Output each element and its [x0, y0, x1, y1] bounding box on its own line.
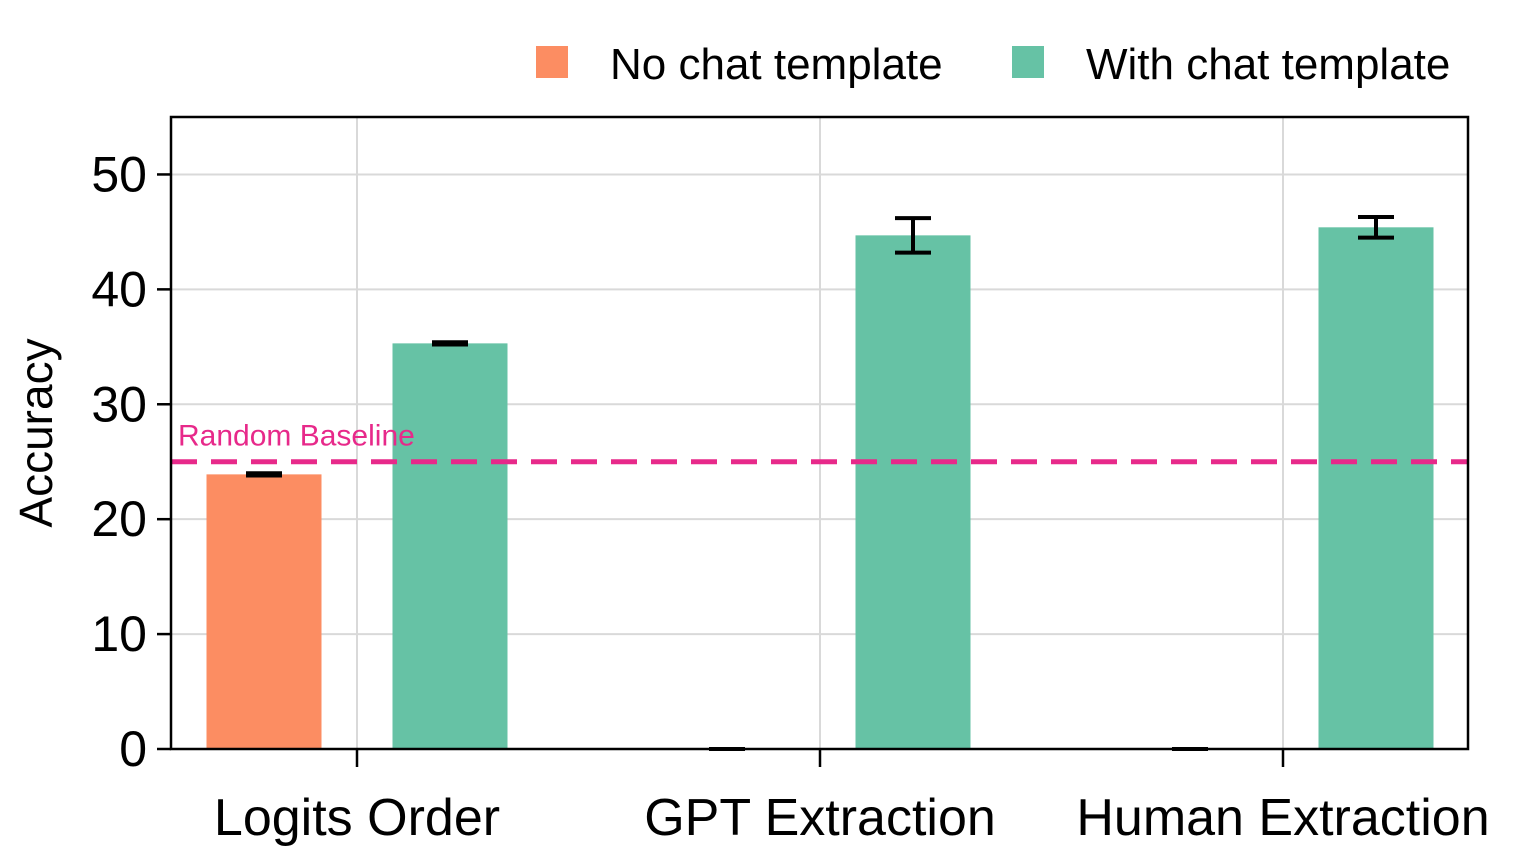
x-axis: Logits Order GPT Extraction Human Extracti… [214, 749, 1490, 847]
legend-label: With chat template [1086, 40, 1450, 89]
x-tick-label: Logits Order [214, 789, 500, 847]
y-tick-label: 20 [91, 491, 147, 547]
bars [206, 227, 1434, 749]
bar [392, 343, 508, 749]
y-tick-label: 40 [91, 261, 147, 317]
bar [855, 235, 971, 749]
y-tick-label: 10 [91, 606, 147, 662]
y-axis: 0 10 20 30 40 50 [91, 146, 171, 777]
x-tick-label: Human Extraction [1076, 789, 1489, 847]
grid-lines [171, 117, 1468, 749]
bar [1318, 227, 1434, 749]
x-tick-label: GPT Extraction [644, 789, 996, 847]
legend-swatch [536, 46, 568, 78]
y-tick-label: 50 [91, 146, 147, 202]
random-baseline: Random Baseline [171, 420, 1468, 465]
y-tick-label: 30 [91, 376, 147, 432]
legend: No chat template With chat template [536, 40, 1450, 89]
y-axis-title: Accuracy [10, 338, 62, 527]
random-baseline-label: Random Baseline [178, 420, 415, 453]
legend-label: No chat template [610, 40, 943, 89]
y-tick-label: 0 [119, 721, 147, 777]
bar [206, 474, 322, 749]
legend-swatch [1012, 46, 1044, 78]
